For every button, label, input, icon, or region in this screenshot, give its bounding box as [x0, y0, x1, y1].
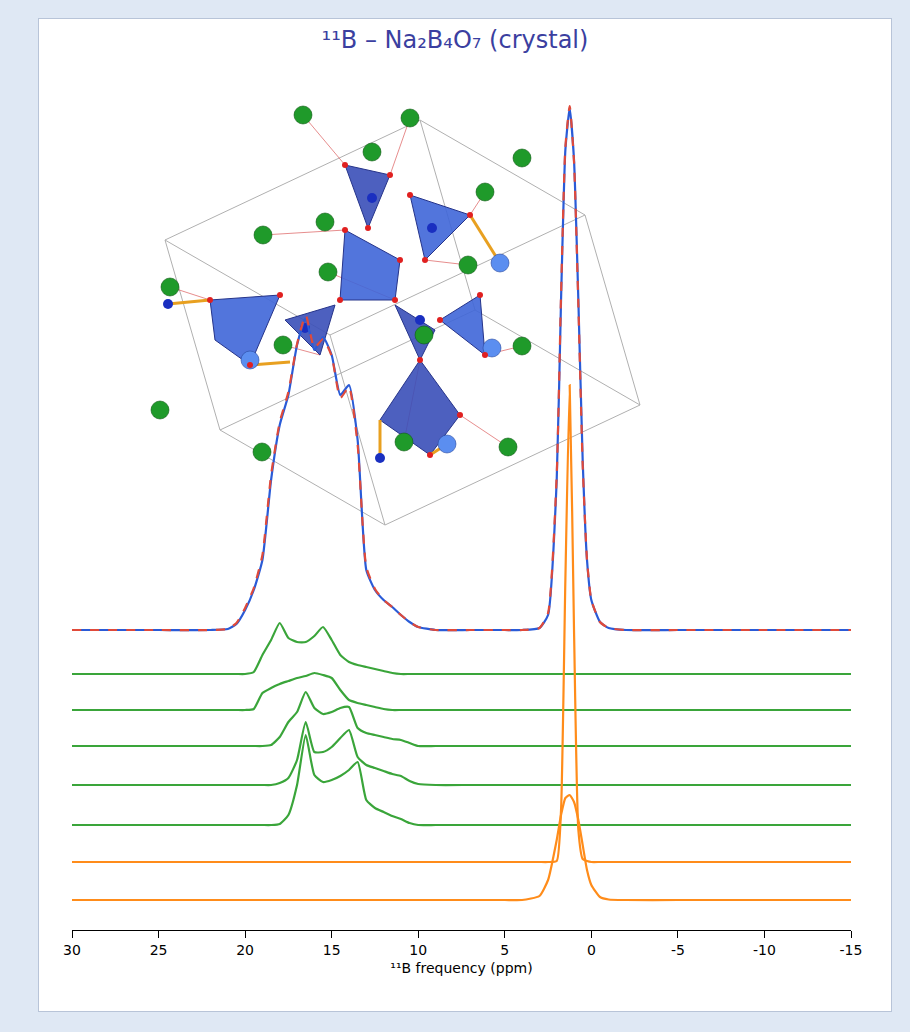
svg-text:-5: -5: [671, 942, 685, 958]
svg-text:5: 5: [500, 942, 509, 958]
svg-text:25: 25: [150, 942, 168, 958]
svg-text:30: 30: [63, 942, 81, 958]
svg-text:-15: -15: [840, 942, 863, 958]
svg-text:¹¹B frequency (ppm): ¹¹B frequency (ppm): [390, 960, 532, 976]
svg-text:15: 15: [323, 942, 341, 958]
svg-text:10: 10: [409, 942, 427, 958]
svg-text:20: 20: [236, 942, 254, 958]
svg-text:-10: -10: [753, 942, 776, 958]
svg-text:¹¹B – Na₂B₄O₇ (crystal): ¹¹B – Na₂B₄O₇ (crystal): [322, 26, 589, 54]
svg-text:0: 0: [587, 942, 596, 958]
